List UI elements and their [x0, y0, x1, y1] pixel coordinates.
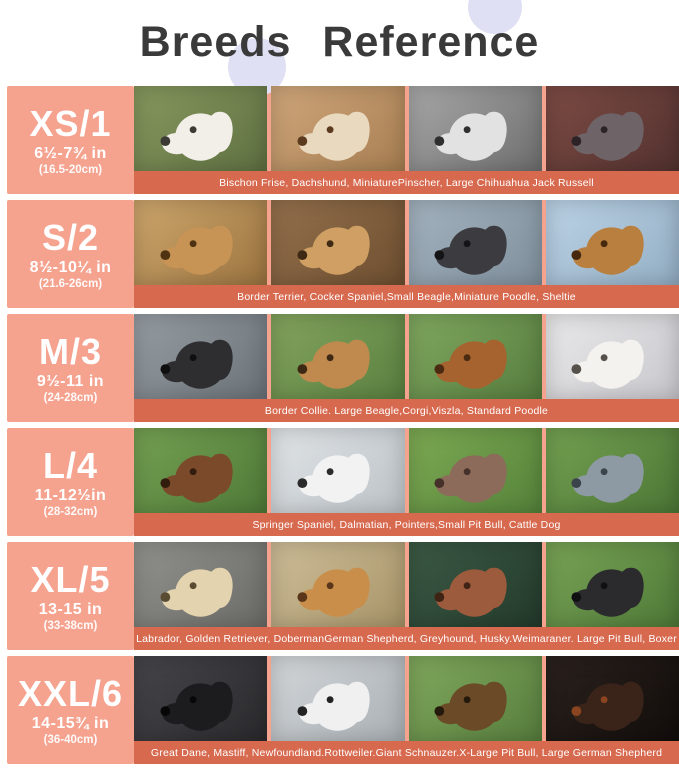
page-title: Breeds Reference: [139, 18, 540, 66]
dog-head-icon: [160, 226, 233, 276]
dog-head-icon: [434, 568, 507, 618]
size-centimeters: (33-38cm): [43, 620, 98, 632]
dog-head-icon: [160, 112, 233, 162]
dog-photo-strip: [134, 314, 679, 399]
size-inches: 13-15 in: [38, 601, 103, 618]
dog-photo-great-dane-harlequin: [271, 656, 405, 741]
row-content: Bischon Frise, Dachshund, MiniaturePinsc…: [134, 86, 679, 194]
size-row-s2: S/2 8½-10¼ in (21.6-26cm): [7, 200, 679, 308]
size-inches: 6½-7¾ in: [34, 145, 107, 162]
dog-head-icon: [297, 454, 370, 504]
dog-head-icon: [297, 340, 370, 390]
breeds-caption: Bischon Frise, Dachshund, MiniaturePinsc…: [134, 171, 679, 194]
dog-head-icon: [297, 682, 370, 732]
row-content: Border Terrier, Cocker Spaniel,Small Bea…: [134, 200, 679, 308]
dog-photo-standard-poodle: [545, 314, 679, 399]
dog-head-icon: [571, 112, 645, 162]
dog-photo-husky: [545, 542, 679, 627]
dog-photo-dalmatian: [271, 428, 405, 513]
dog-head-icon: [434, 112, 507, 162]
size-name: XL/5: [30, 559, 111, 600]
size-label-block: XXL/6 14-15¾ in (36-40cm): [7, 656, 134, 764]
dog-photo-pit-bull-bw: [408, 86, 542, 171]
dog-head-icon: [434, 340, 507, 390]
size-label-block: M/3 9½-11 in (24-28cm): [7, 314, 134, 422]
dog-photo-vizsla: [408, 314, 542, 399]
dog-photo-large-beagle: [271, 314, 405, 399]
breeds-caption: Springer Spaniel, Dalmatian, Pointers,Sm…: [134, 513, 679, 536]
dog-head-icon: [297, 568, 370, 618]
size-name: M/3: [38, 331, 102, 372]
size-label-block: XS/1 6½-7¾ in (16.5-20cm): [7, 86, 134, 194]
dog-photo-springer-spaniel: [134, 428, 268, 513]
dog-photo-black-poodle: [408, 200, 542, 285]
dog-head-icon: [160, 682, 233, 732]
dog-head-icon: [571, 226, 645, 276]
row-content: Labrador, Golden Retriever, DobermanGerm…: [134, 542, 679, 650]
size-centimeters: (16.5-20cm): [38, 164, 103, 176]
dog-head-icon: [297, 226, 370, 276]
size-row-l4: L/4 11-12½in (28-32cm): [7, 428, 679, 536]
dog-photo-min-pinscher: [545, 86, 679, 171]
dog-photo-pointer: [408, 428, 542, 513]
breeds-caption: Labrador, Golden Retriever, DobermanGerm…: [134, 627, 679, 650]
row-content: Border Collie. Large Beagle,Corgi,Viszla…: [134, 314, 679, 422]
dog-head-icon: [297, 112, 370, 162]
dog-head-icon: [571, 340, 645, 390]
dog-head-icon: [434, 682, 507, 732]
dog-photo-beagle: [271, 200, 405, 285]
dog-photo-strip: [134, 200, 679, 285]
dog-photo-sheltie: [545, 200, 679, 285]
dog-head-icon: [434, 454, 507, 504]
dog-photo-labrador: [134, 542, 268, 627]
row-content: Springer Spaniel, Dalmatian, Pointers,Sm…: [134, 428, 679, 536]
size-inches: 11-12½in: [34, 487, 107, 504]
size-rows: XS/1 6½-7¾ in (16.5-20cm): [0, 86, 679, 764]
size-name: S/2: [41, 217, 100, 258]
dog-photo-golden-retriever: [271, 542, 405, 627]
size-inches: 9½-11 in: [36, 373, 105, 390]
dog-photo-cattle-dog: [545, 428, 679, 513]
size-inches: 8½-10¼ in: [29, 259, 112, 276]
dog-photo-bichon-frise: [134, 86, 268, 171]
size-name: XS/1: [29, 103, 112, 144]
dog-photo-strip: [134, 656, 679, 741]
dog-head-icon: [571, 568, 645, 618]
breeds-caption: Great Dane, Mastiff, Newfoundland.Rottwe…: [134, 741, 679, 764]
size-label-block: L/4 11-12½in (28-32cm): [7, 428, 134, 536]
dog-photo-large-pit-bull: [408, 542, 542, 627]
size-row-m3: M/3 9½-11 in (24-28cm): [7, 314, 679, 422]
breeds-caption: Border Collie. Large Beagle,Corgi,Viszla…: [134, 399, 679, 422]
size-row-xs1: XS/1 6½-7¾ in (16.5-20cm): [7, 86, 679, 194]
dog-photo-jack-russell: [271, 86, 405, 171]
size-label-block: XL/5 13-15 in (33-38cm): [7, 542, 134, 650]
size-row-xl5: XL/5 13-15 in (33-38cm): [7, 542, 679, 650]
dog-head-icon: [160, 340, 233, 390]
size-centimeters: (36-40cm): [43, 734, 98, 746]
dog-head-icon: [160, 568, 233, 618]
size-row-xxl6: XXL/6 14-15¾ in (36-40cm): [7, 656, 679, 764]
dog-head-icon: [571, 454, 645, 504]
dog-photo-strip: [134, 86, 679, 171]
row-content: Great Dane, Mastiff, Newfoundland.Rottwe…: [134, 656, 679, 764]
dog-photo-german-shepherd: [408, 656, 542, 741]
size-label-block: S/2 8½-10¼ in (21.6-26cm): [7, 200, 134, 308]
dog-photo-strip: [134, 542, 679, 627]
size-inches: 14-15¾ in: [31, 715, 110, 732]
size-name: L/4: [42, 445, 98, 486]
breeds-caption: Border Terrier, Cocker Spaniel,Small Bea…: [134, 285, 679, 308]
dog-photo-tibetan-mastiff: [545, 656, 679, 741]
size-centimeters: (24-28cm): [43, 392, 98, 404]
dog-photo-cocker-spaniel: [134, 200, 268, 285]
dog-head-icon: [434, 226, 507, 276]
dog-head-icon: [571, 682, 645, 732]
dog-photo-newfoundland: [134, 656, 268, 741]
dog-photo-border-collie: [134, 314, 268, 399]
size-name: XXL/6: [17, 673, 124, 714]
page-header: Breeds Reference: [0, 0, 679, 168]
dog-photo-strip: [134, 428, 679, 513]
size-centimeters: (21.6-26cm): [38, 278, 103, 290]
size-centimeters: (28-32cm): [43, 506, 98, 518]
dog-head-icon: [160, 454, 233, 504]
